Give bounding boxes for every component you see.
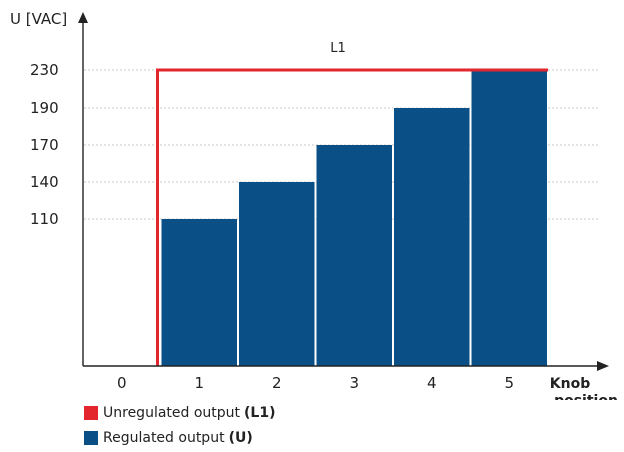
y-tick-label: 190 — [30, 99, 59, 117]
legend-swatch-unregulated — [84, 406, 98, 420]
x-tick-label: 0 — [117, 374, 127, 392]
bar-5 — [471, 70, 547, 366]
bar-4 — [394, 108, 470, 366]
y-tick-label: 140 — [30, 173, 59, 191]
x-axis-arrow-icon — [597, 361, 609, 371]
bar-2 — [239, 182, 315, 366]
x-axis-label-line1: Knob — [550, 376, 590, 392]
unregulated-line — [156, 68, 548, 366]
legend-item-regulated: Regulated output (U) — [84, 430, 253, 446]
chart-svg: U [VAC] Knob position L1 110140170190230… — [10, 10, 618, 400]
legend-item-unregulated: Unregulated output (L1) — [84, 405, 276, 421]
line-annotation: L1 — [330, 41, 346, 56]
y-tick-label: 170 — [30, 136, 59, 154]
y-axis-arrow-icon — [78, 12, 88, 23]
legend-label-unregulated: Unregulated output — [103, 405, 241, 421]
x-tick-label: 5 — [504, 374, 514, 392]
y-tick-label: 110 — [30, 210, 59, 228]
x-tick-label: 4 — [427, 374, 437, 392]
x-tick-label: 1 — [194, 374, 204, 392]
series-line-l1 — [156, 68, 548, 366]
bar-1 — [161, 219, 237, 366]
y-tick-label: 230 — [30, 61, 59, 79]
bars — [161, 70, 547, 366]
legend-label-unregulated-bold: (L1) — [244, 405, 276, 421]
axes — [78, 12, 609, 371]
bar-3 — [316, 145, 392, 366]
legend-label-regulated: Regulated output — [103, 430, 225, 446]
x-tick-label: 3 — [349, 374, 359, 392]
labels: U [VAC] Knob position L1 110140170190230… — [10, 10, 618, 400]
y-axis-label: U [VAC] — [10, 10, 67, 28]
legend-label-regulated-bold: (U) — [228, 430, 253, 446]
legend-swatch-regulated — [84, 431, 98, 445]
x-tick-label: 2 — [272, 374, 282, 392]
x-axis-label-line2: position — [554, 393, 618, 400]
